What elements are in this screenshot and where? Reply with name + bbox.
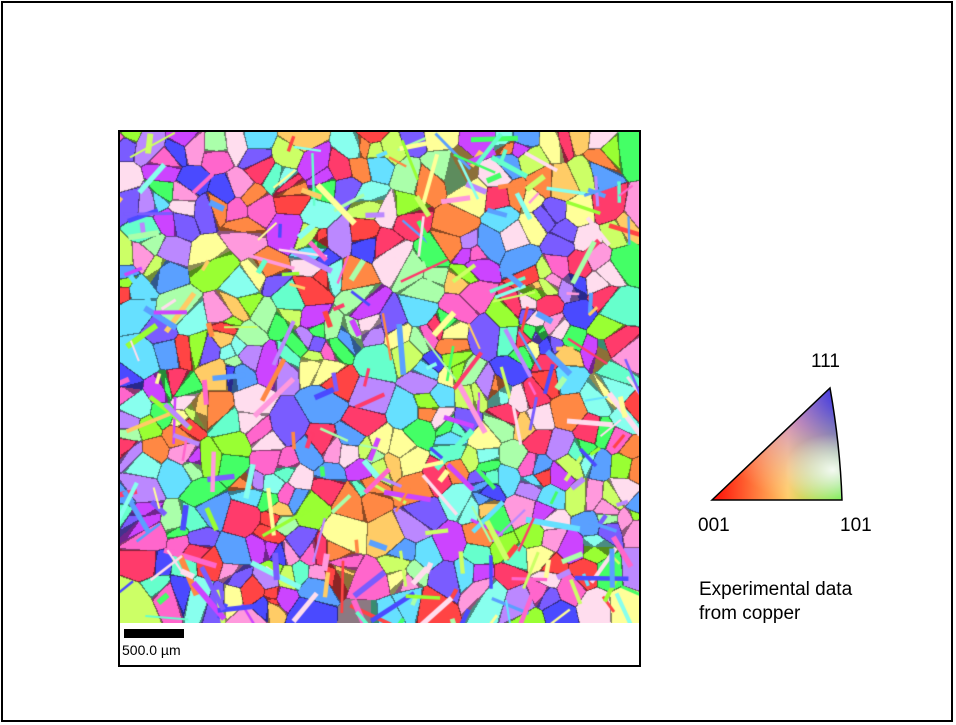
ipf-label-101: 101: [840, 515, 872, 536]
ebsd-map-panel: [118, 130, 641, 667]
scale-bar: [124, 629, 184, 638]
caption-line-1: Experimental data: [699, 579, 853, 600]
ipf-color-key-triangle: [710, 386, 843, 501]
caption-line-2: from copper: [699, 603, 801, 624]
ipf-label-001: 001: [698, 515, 730, 536]
ebsd-orientation-map: [120, 132, 639, 623]
ipf-label-111: 111: [811, 351, 840, 372]
scale-bar-label: 500.0 µm: [122, 642, 181, 658]
caption: Experimental data from copper: [699, 578, 899, 626]
